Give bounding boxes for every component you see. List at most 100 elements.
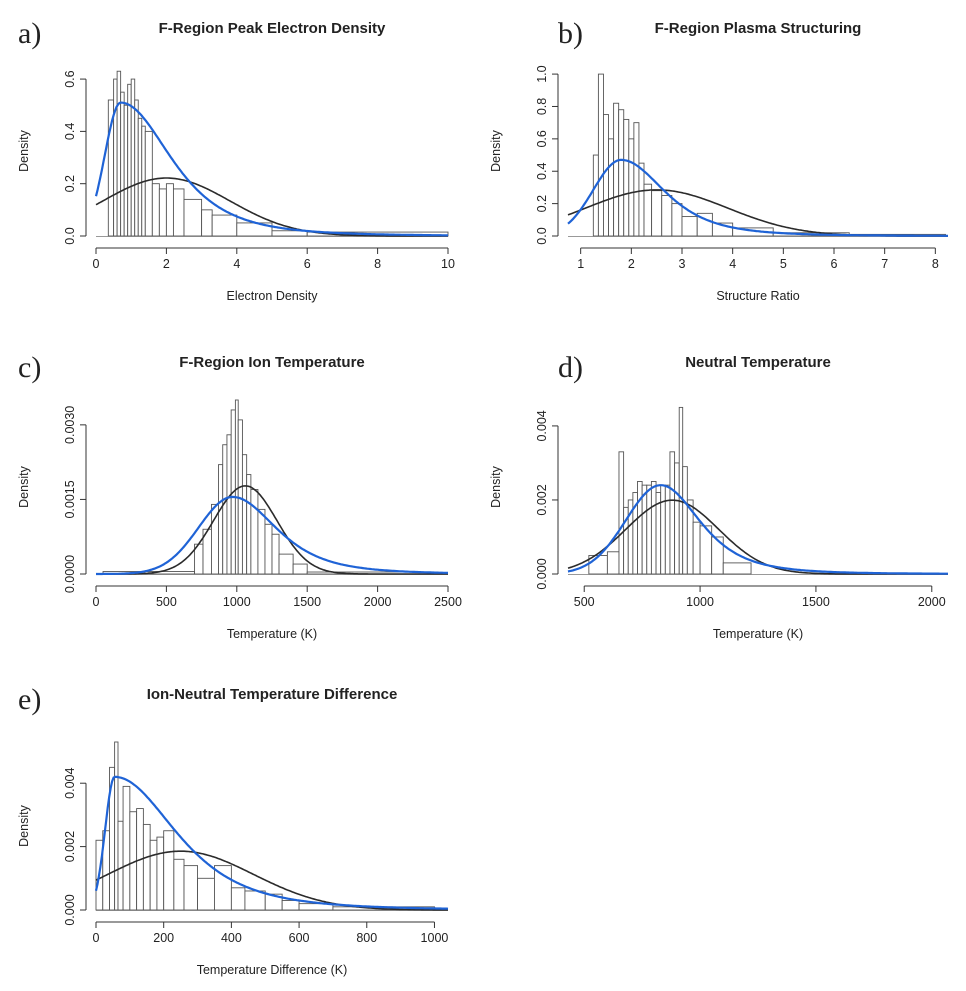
histogram-bar	[122, 785, 131, 911]
histogram-bar	[114, 741, 119, 911]
x-tick-label: 2000	[918, 595, 946, 609]
y-tick-label: 0.2	[63, 175, 77, 192]
x-tick-label: 8	[374, 257, 381, 271]
panel-label: e)	[18, 683, 41, 716]
histogram-bar	[244, 890, 266, 911]
y-tick-label: 0.002	[63, 831, 77, 862]
x-axis-label: Structure Ratio	[716, 289, 799, 303]
histogram-bar	[214, 865, 232, 911]
y-tick-label: 0.0	[63, 227, 77, 244]
x-tick-label: 4	[729, 257, 736, 271]
histogram-bar	[637, 480, 643, 575]
histogram-bar	[230, 887, 246, 911]
x-tick-label: 2	[163, 257, 170, 271]
histogram-bar	[606, 551, 620, 575]
histogram-bar	[173, 858, 185, 911]
histogram-bar	[246, 474, 252, 575]
x-tick-label: 1500	[802, 595, 830, 609]
histogram-bar	[711, 536, 724, 575]
histogram-bar	[613, 102, 620, 237]
y-axis-label: Density	[17, 465, 31, 507]
x-tick-label: 1000	[223, 595, 251, 609]
skewed-fit-curve	[94, 775, 449, 910]
x-axis-label: Temperature Difference (K)	[197, 963, 348, 977]
x-tick-label: 2000	[364, 595, 392, 609]
normal-fit-curve	[95, 177, 448, 237]
y-tick-label: 1.0	[535, 65, 549, 82]
panel-c: c) F-Region Ion Temperature 0 500 1000 1500 20…	[17, 351, 462, 641]
normal-fit-curve	[96, 485, 448, 575]
x-tick-label: 5	[780, 257, 787, 271]
histogram-bar	[151, 183, 160, 237]
histogram-bar	[201, 209, 213, 237]
histogram-bar	[638, 162, 645, 237]
panel-b: b) F-Region Plasma Structuring 1 2 3 4 5 6 7 8 0.0…	[489, 17, 948, 303]
panel-title: Ion-Neutral Temperature Difference	[147, 686, 398, 703]
x-tick-label: 3	[679, 257, 686, 271]
histogram-bar	[257, 508, 266, 575]
x-tick-label: 1000	[686, 595, 714, 609]
histogram-bar	[692, 521, 701, 575]
histogram-bar	[292, 563, 308, 575]
y-axis-label: Density	[17, 129, 31, 171]
y-tick-label: 0.0	[535, 227, 549, 244]
histogram-bar	[618, 451, 625, 575]
histogram-bar	[592, 154, 599, 237]
x-tick-label: 6	[831, 257, 838, 271]
y-axis-label: Density	[489, 129, 503, 171]
histogram-bar	[271, 533, 280, 575]
y-axis-label: Density	[489, 465, 503, 507]
histogram-bar	[651, 190, 663, 237]
y-tick-label: 0.000	[535, 558, 549, 589]
y-tick-label: 0.6	[63, 70, 77, 87]
histogram-bar	[664, 484, 671, 575]
histogram-bar	[603, 114, 609, 237]
histogram-bar	[218, 464, 224, 575]
skewed-fit-curve	[567, 484, 948, 575]
y-tick-label: 0.0015	[63, 480, 77, 518]
normal-fit-curve	[95, 850, 448, 911]
histogram-bar	[158, 188, 167, 237]
histogram-bar	[134, 99, 139, 237]
panel-title: Neutral Temperature	[685, 354, 831, 371]
x-tick-label: 7	[881, 257, 888, 271]
x-tick-label: 10	[441, 257, 455, 271]
histogram-bar	[250, 489, 259, 575]
histogram-bar	[671, 203, 683, 237]
y-tick-label: 0.0030	[63, 406, 77, 444]
panel-d: d) Neutral Temperature 500 1000 1500 2000 0.00…	[489, 351, 948, 641]
histogram-bar	[117, 820, 124, 911]
histogram-bar	[165, 183, 174, 237]
x-tick-label: 200	[153, 931, 174, 945]
x-tick-label: 0	[93, 257, 100, 271]
histogram-bar	[163, 830, 175, 911]
skewed-fit-curve	[567, 158, 948, 237]
histogram-bar	[211, 214, 238, 237]
panel-label: b)	[558, 17, 583, 50]
histogram-bar	[643, 183, 653, 237]
x-tick-label: 4	[233, 257, 240, 271]
histogram-bar	[113, 78, 118, 237]
y-axis-label: Density	[17, 804, 31, 846]
histogram-bar	[722, 562, 752, 575]
histogram-bar	[623, 118, 630, 237]
panel-label: c)	[18, 351, 41, 384]
histogram-bar	[608, 138, 615, 237]
histogram-bar	[197, 877, 215, 911]
x-tick-label: 2	[628, 257, 635, 271]
histogram-bar	[120, 91, 125, 237]
y-tick-label: 0.004	[535, 410, 549, 441]
histogram-bar	[123, 104, 129, 237]
panel-a: a) F-Region Peak Electron Density 0 2 4 6 8 10 0…	[17, 17, 455, 303]
histogram-bar	[144, 130, 153, 237]
y-tick-label: 0.8	[535, 98, 549, 115]
x-tick-label: 1000	[421, 931, 449, 945]
x-axis-label: Temperature (K)	[227, 627, 317, 641]
histogram-bar	[278, 553, 294, 575]
x-tick-label: 6	[304, 257, 311, 271]
y-tick-label: 0.4	[535, 163, 549, 180]
y-tick-label: 0.6	[535, 130, 549, 147]
histogram-bar	[116, 70, 122, 237]
histogram-bar	[678, 406, 684, 575]
